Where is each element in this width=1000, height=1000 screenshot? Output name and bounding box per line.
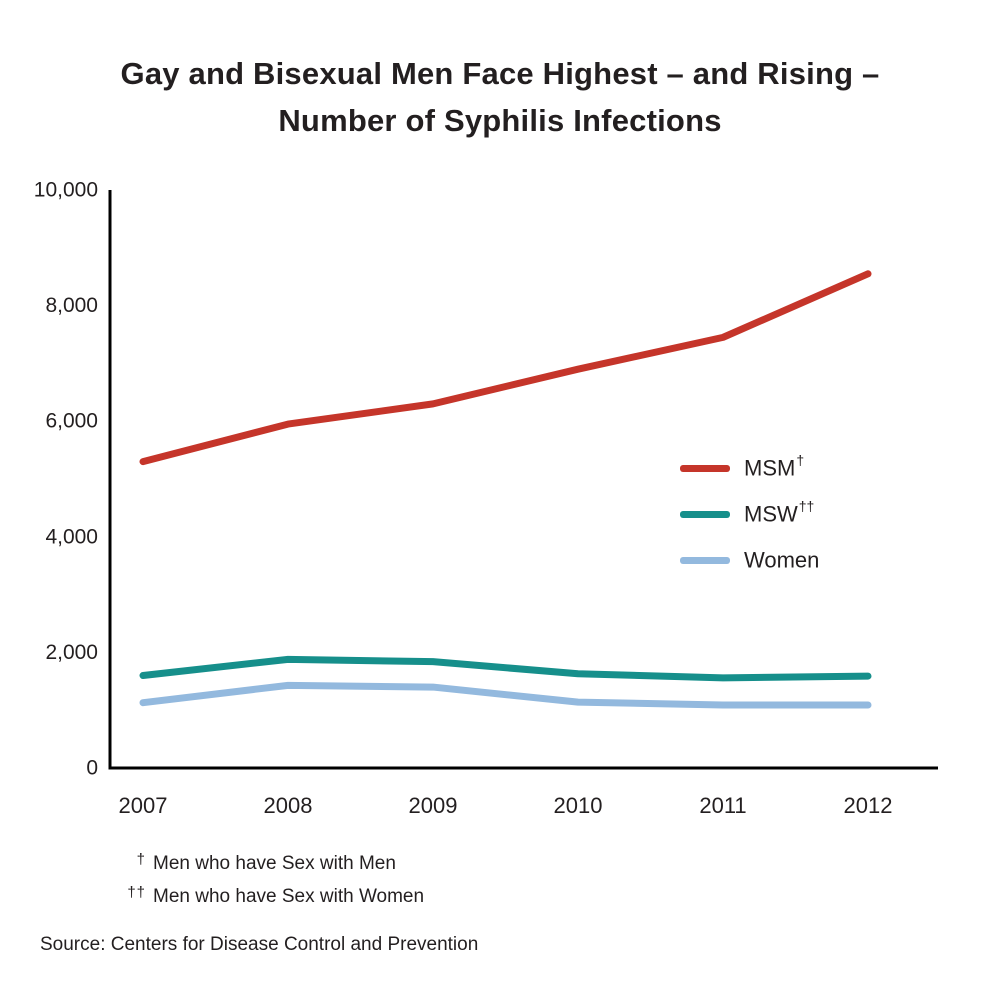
y-tick-label: 10,000 — [34, 179, 98, 202]
legend-label-women: Women — [744, 547, 820, 573]
chart-title-line1: Gay and Bisexual Men Face Highest – and … — [120, 56, 880, 91]
chart-axes — [108, 190, 938, 770]
legend-label-msw: MSW†† — [744, 498, 815, 527]
y-tick-label: 8,000 — [45, 294, 98, 317]
x-tick-label: 2007 — [119, 793, 168, 818]
legend-item-msw: MSW†† — [680, 491, 819, 537]
y-tick-label: 6,000 — [45, 410, 98, 433]
chart-title-line2: Number of Syphilis Infections — [278, 103, 722, 138]
x-tick-label: 2010 — [554, 793, 603, 818]
footnote-mark-double-dagger: †† — [127, 884, 146, 901]
legend-label-msm: MSM† — [744, 452, 805, 481]
x-tick-label: 2009 — [409, 793, 458, 818]
legend-swatch-women — [680, 556, 730, 564]
legend-swatch-msw — [680, 510, 730, 518]
series-line-women — [139, 681, 872, 709]
footnote-text-msm: Men who have Sex with Men — [153, 853, 396, 874]
line-chart: 0 2,000 4,000 6,000 8,000 10,000 2007 2008 2009 2… — [34, 179, 938, 818]
chart-title: Gay and Bisexual Men Face Highest – and … — [0, 50, 1000, 144]
y-tick-label: 0 — [86, 757, 98, 780]
footnote-mark-dagger: † — [136, 851, 146, 868]
footnotes: † Men who have Sex with Men †† Men who h… — [112, 848, 424, 914]
series-line-msm — [139, 270, 872, 466]
y-tick-label: 4,000 — [45, 525, 98, 548]
x-tick-label: 2011 — [699, 793, 746, 818]
chart-legend: MSM† MSW†† Women — [680, 445, 819, 583]
legend-item-msm: MSM† — [680, 445, 819, 491]
footnote-msm: † Men who have Sex with Men — [112, 848, 424, 881]
series-line-msw — [139, 655, 872, 682]
y-tick-label: 2,000 — [45, 641, 98, 664]
legend-swatch-msm — [680, 464, 730, 472]
legend-item-women: Women — [680, 537, 819, 583]
x-tick-label: 2012 — [844, 793, 893, 818]
footnote-msw: †† Men who have Sex with Women — [112, 881, 424, 914]
footnote-text-msw: Men who have Sex with Women — [153, 886, 425, 907]
source-attribution: Source: Centers for Disease Control and … — [40, 934, 479, 955]
x-tick-label: 2008 — [264, 793, 313, 818]
